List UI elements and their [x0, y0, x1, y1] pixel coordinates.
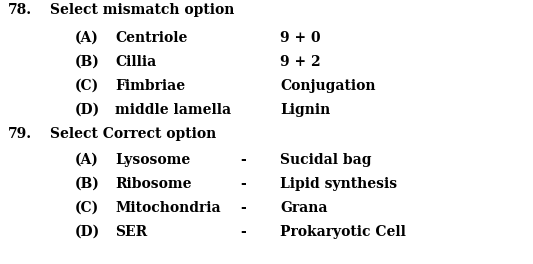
Text: (A): (A) [75, 153, 99, 167]
Text: Lysosome: Lysosome [115, 153, 190, 167]
Text: Mitochondria: Mitochondria [115, 201, 221, 215]
Text: Cillia: Cillia [115, 55, 156, 69]
Text: Sucidal bag: Sucidal bag [280, 153, 372, 167]
Text: (A): (A) [75, 31, 99, 45]
Text: Select mismatch option: Select mismatch option [50, 3, 235, 17]
Text: Grana: Grana [280, 201, 327, 215]
Text: -: - [240, 153, 246, 167]
Text: (B): (B) [75, 177, 100, 191]
Text: 79.: 79. [8, 127, 32, 141]
Text: Lipid synthesis: Lipid synthesis [280, 177, 397, 191]
Text: 9 + 2: 9 + 2 [280, 55, 321, 69]
Text: Conjugation: Conjugation [280, 79, 376, 93]
Text: Ribosome: Ribosome [115, 177, 191, 191]
Text: Centriole: Centriole [115, 31, 188, 45]
Text: -: - [240, 225, 246, 239]
Text: Lignin: Lignin [280, 103, 330, 117]
Text: (D): (D) [75, 103, 100, 117]
Text: (D): (D) [75, 225, 100, 239]
Text: Prokaryotic Cell: Prokaryotic Cell [280, 225, 406, 239]
Text: middle lamella: middle lamella [115, 103, 231, 117]
Text: -: - [240, 201, 246, 215]
Text: 78.: 78. [8, 3, 32, 17]
Text: -: - [240, 177, 246, 191]
Text: (C): (C) [75, 201, 99, 215]
Text: (C): (C) [75, 79, 99, 93]
Text: Fimbriae: Fimbriae [115, 79, 185, 93]
Text: (B): (B) [75, 55, 100, 69]
Text: Select Correct option: Select Correct option [50, 127, 216, 141]
Text: SER: SER [115, 225, 147, 239]
Text: 9 + 0: 9 + 0 [280, 31, 321, 45]
